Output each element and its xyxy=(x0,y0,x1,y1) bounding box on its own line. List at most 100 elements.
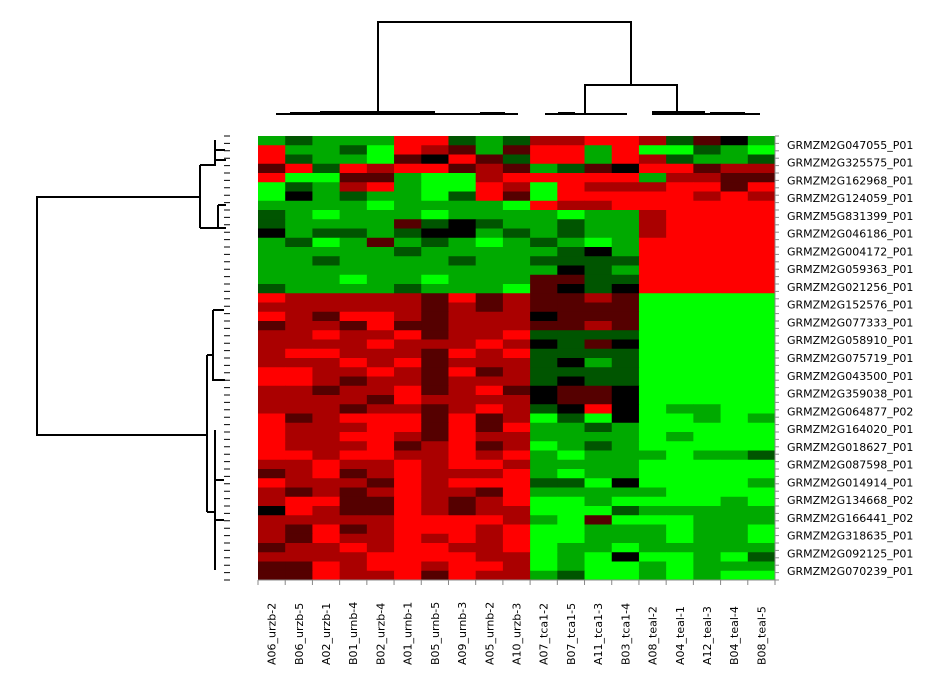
heatmap-cell xyxy=(258,496,286,507)
row-label: GRMZM2G318635_P01 xyxy=(787,530,913,543)
heatmap-cell xyxy=(285,348,313,359)
column-label: A01_urnb-1 xyxy=(402,602,415,665)
heatmap-cell xyxy=(312,173,341,183)
heatmap-cell xyxy=(584,496,613,507)
heatmap-cell xyxy=(720,524,749,535)
heatmap-cell xyxy=(638,145,667,155)
heatmap-cell xyxy=(285,469,313,479)
row-label: GRMZM2G152576_P01 xyxy=(787,299,913,312)
heatmap-cell xyxy=(366,293,395,303)
heatmap-cell xyxy=(285,404,313,414)
heatmap-cell xyxy=(394,441,422,451)
heatmap-cell xyxy=(258,293,286,303)
heatmap-cell xyxy=(611,321,640,331)
heatmap-cell xyxy=(530,422,558,433)
heatmap-cell xyxy=(747,173,776,183)
heatmap-cell xyxy=(285,311,313,322)
heatmap-cell xyxy=(693,191,722,202)
heatmap-cell xyxy=(666,302,694,313)
heatmap-cell xyxy=(584,432,613,442)
heatmap-cell xyxy=(475,515,504,525)
heatmap-cell xyxy=(258,163,286,174)
heatmap-cell xyxy=(421,311,449,322)
heatmap-cell xyxy=(258,570,286,581)
heatmap-cell xyxy=(421,385,449,396)
heatmap-cell xyxy=(584,450,613,461)
heatmap-cell xyxy=(285,376,313,387)
heatmap-cell xyxy=(394,450,422,461)
heatmap-cell xyxy=(611,311,640,322)
heatmap-cell xyxy=(747,469,776,479)
heatmap-cell xyxy=(366,432,395,442)
heatmap-cell xyxy=(666,552,694,562)
heatmap-cell xyxy=(666,561,694,572)
heatmap-cell xyxy=(339,469,368,479)
heatmap-cell xyxy=(557,154,586,165)
heatmap-cell xyxy=(747,145,776,155)
heatmap-cell xyxy=(312,247,341,257)
heatmap-cell xyxy=(693,200,722,211)
heatmap-cell xyxy=(638,302,667,313)
heatmap-cell xyxy=(557,200,586,211)
heatmap-cell xyxy=(394,200,422,211)
heatmap-cell xyxy=(584,154,613,165)
heatmap-cell xyxy=(475,293,504,303)
heatmap-cell xyxy=(638,450,667,461)
col-dendro-right-node xyxy=(584,84,678,113)
heatmap-cell xyxy=(557,339,586,350)
heatmap-cell xyxy=(747,570,776,581)
heatmap-cell xyxy=(584,404,613,414)
heatmap-cell xyxy=(502,543,531,553)
row-labels: GRMZM2G047055_P01 GRMZM2G325575_P01 GRMZM2… xyxy=(787,139,913,578)
heatmap-cell xyxy=(366,441,395,451)
heatmap-cell xyxy=(530,302,558,313)
heatmap-cell xyxy=(394,136,422,146)
heatmap-cell xyxy=(285,533,313,544)
heatmap-cell xyxy=(421,265,449,276)
heatmap-cell xyxy=(339,237,368,248)
heatmap-cell xyxy=(666,339,694,350)
heatmap-cell xyxy=(285,506,313,516)
heatmap-cell xyxy=(611,432,640,442)
heatmap-cell xyxy=(421,570,449,581)
heatmap-cell xyxy=(258,524,286,535)
heatmap-cell xyxy=(339,293,368,303)
heatmap-cell xyxy=(720,348,749,359)
heatmap-cell xyxy=(611,219,640,229)
heatmap-cell xyxy=(530,330,558,340)
heatmap-cell xyxy=(638,404,667,414)
row-label: GRMZM2G004172_P01 xyxy=(787,245,913,258)
heatmap-cell xyxy=(258,302,286,313)
heatmap-cell xyxy=(421,524,449,535)
heatmap-cell xyxy=(611,348,640,359)
heatmap-cell xyxy=(747,506,776,516)
heatmap-cell xyxy=(666,163,694,174)
heatmap-cell xyxy=(720,432,749,442)
heatmap-cell xyxy=(285,570,313,581)
heatmap-cell xyxy=(747,191,776,202)
heatmap-cell xyxy=(638,228,667,239)
heatmap-cell xyxy=(666,570,694,581)
heatmap-cell xyxy=(638,274,667,285)
heatmap-cell xyxy=(502,459,531,470)
heatmap-cell xyxy=(312,182,341,192)
heatmap-cell xyxy=(720,274,749,285)
heatmap-cell xyxy=(475,311,504,322)
heatmap-cell xyxy=(693,552,722,562)
heatmap-cell xyxy=(475,182,504,192)
heatmap-cell xyxy=(339,321,368,331)
heatmap-cell xyxy=(475,413,504,424)
heatmap-cell xyxy=(584,524,613,535)
heatmap-cell xyxy=(366,358,395,368)
heatmap-cell xyxy=(258,506,286,516)
heatmap-cell xyxy=(584,459,613,470)
heatmap-cell xyxy=(448,496,477,507)
heatmap-cell xyxy=(666,191,694,202)
heatmap-cell xyxy=(312,432,341,442)
heatmap-cell xyxy=(693,543,722,553)
heatmap-cell xyxy=(312,330,341,340)
heatmap-cell xyxy=(638,173,667,183)
heatmap-cell xyxy=(584,311,613,322)
heatmap-cell xyxy=(747,274,776,285)
column-label: B05_urnb-5 xyxy=(429,602,442,665)
